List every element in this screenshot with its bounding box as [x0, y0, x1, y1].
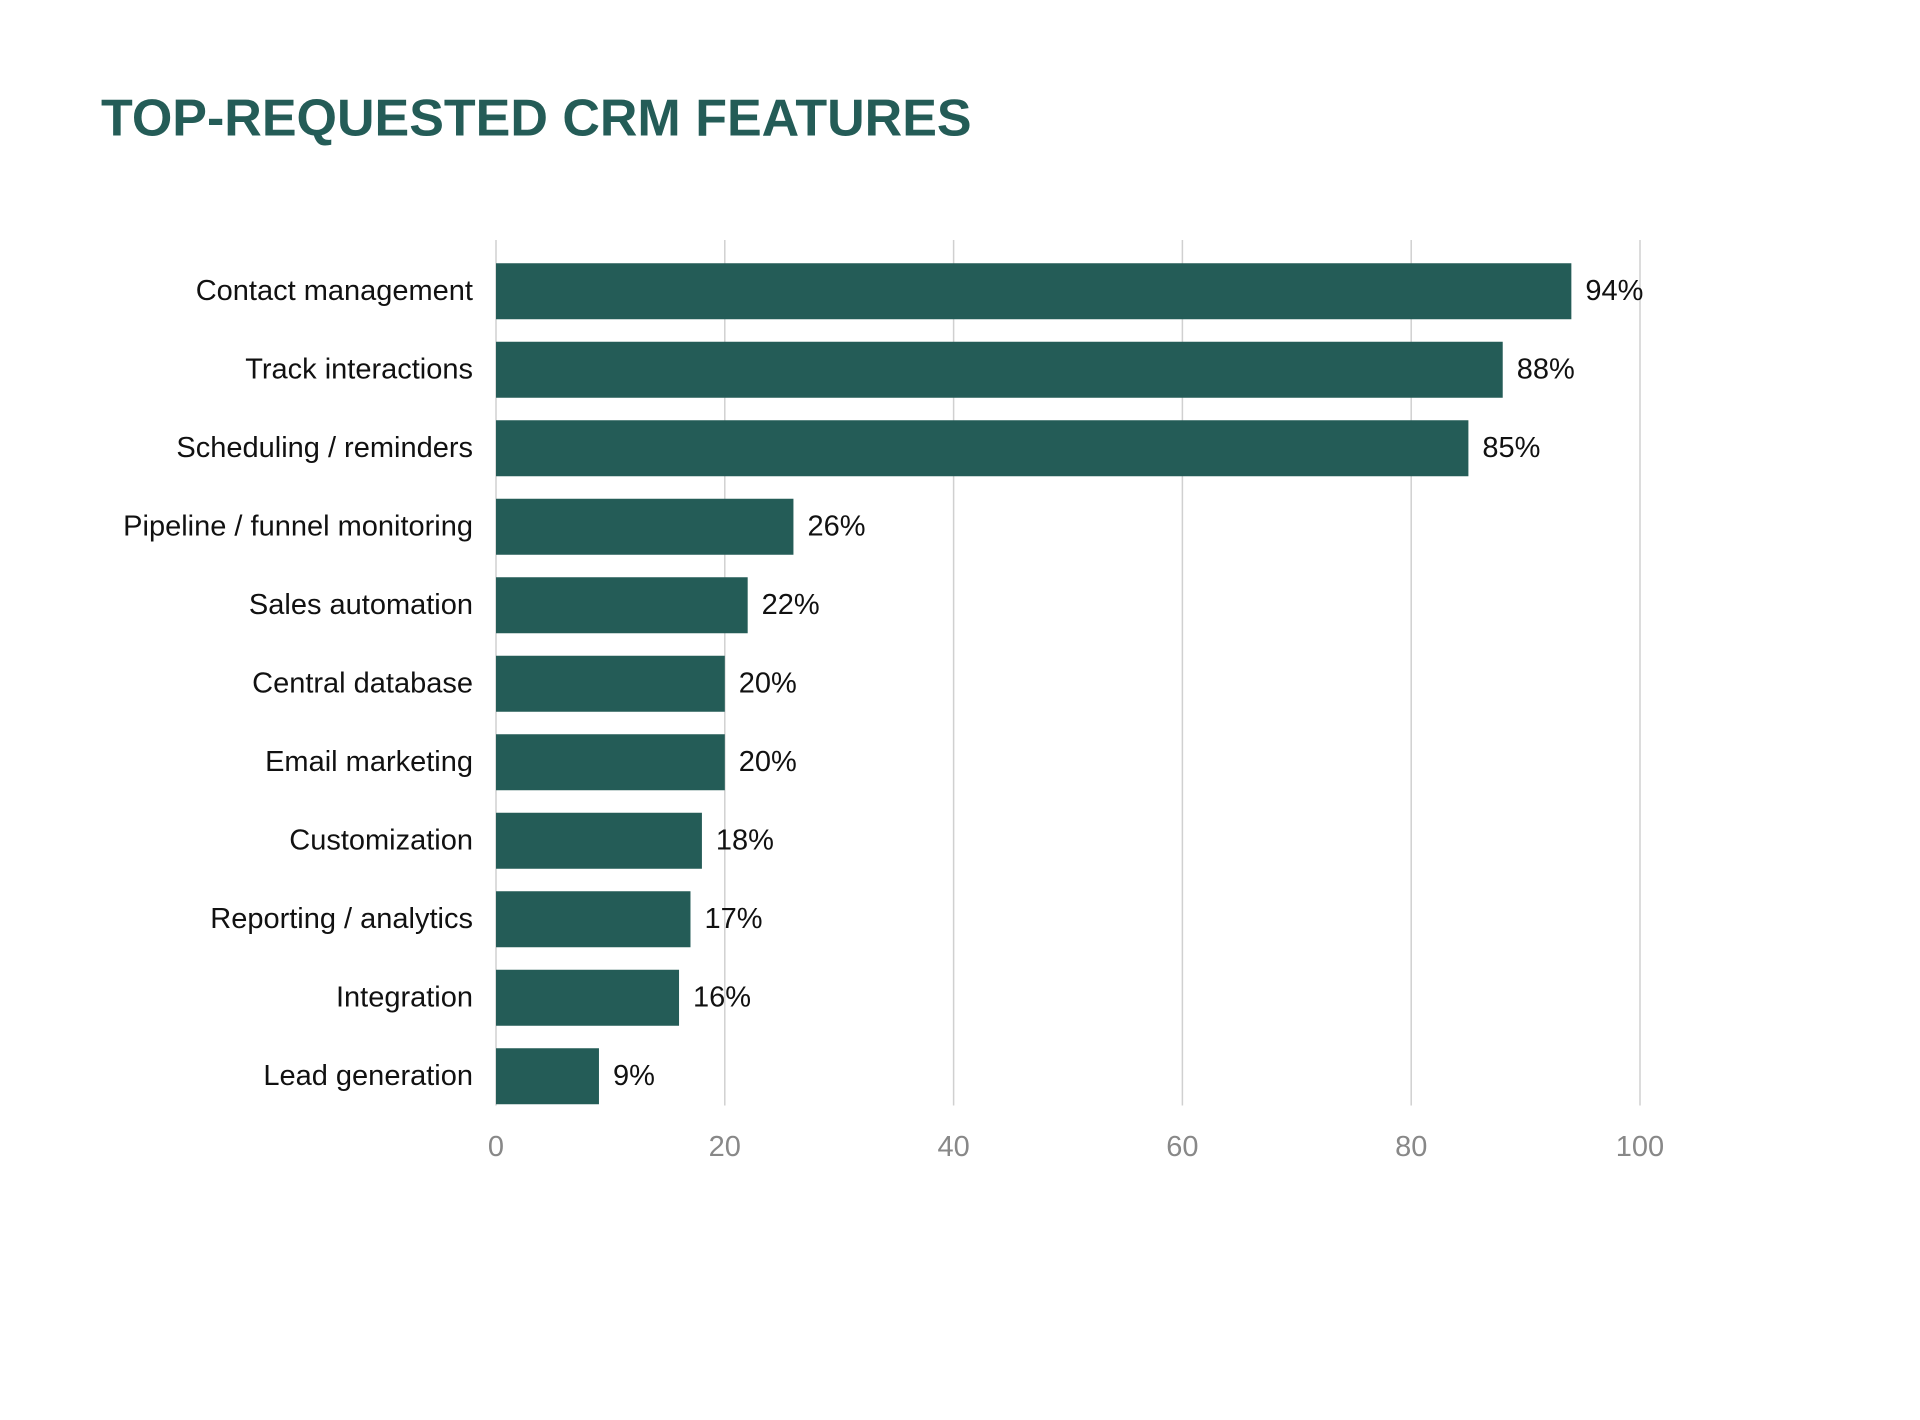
x-tick-label: 20	[709, 1131, 741, 1163]
value-label: 18%	[716, 824, 774, 856]
bar	[496, 655, 725, 712]
category-label: Customization	[289, 824, 473, 856]
bar	[496, 498, 794, 555]
x-tick-label: 0	[488, 1131, 504, 1163]
bar	[496, 812, 702, 869]
x-tick-label: 80	[1395, 1131, 1427, 1163]
bar	[496, 969, 680, 1026]
value-label: 20%	[739, 746, 797, 778]
bar	[496, 420, 1469, 477]
x-tick-label: 100	[1616, 1131, 1664, 1163]
chart-title: TOP-REQUESTED CRM FEATURES	[101, 90, 972, 148]
bar	[496, 734, 725, 791]
value-label: 9%	[613, 1060, 655, 1092]
category-label: Central database	[252, 667, 473, 699]
category-label: Scheduling / reminders	[176, 432, 473, 464]
category-label: Sales automation	[249, 589, 473, 621]
category-label: Track interactions	[245, 353, 473, 385]
value-label: 17%	[704, 903, 762, 935]
value-label: 94%	[1585, 275, 1643, 307]
category-label: Reporting / analytics	[210, 903, 473, 935]
category-label: Email marketing	[265, 746, 473, 778]
category-label: Contact management	[196, 275, 473, 307]
bar	[496, 891, 691, 948]
value-label: 85%	[1482, 432, 1540, 464]
value-label: 22%	[762, 589, 820, 621]
category-label: Lead generation	[263, 1060, 473, 1092]
category-label: Integration	[336, 981, 473, 1013]
x-tick-label: 60	[1166, 1131, 1198, 1163]
category-label: Pipeline / funnel monitoring	[123, 510, 473, 542]
bar	[496, 1048, 599, 1105]
value-label: 20%	[739, 667, 797, 699]
value-label: 16%	[693, 981, 751, 1013]
value-label: 26%	[807, 510, 865, 542]
x-tick-label: 40	[937, 1131, 969, 1163]
bar	[496, 263, 1572, 320]
bar	[496, 577, 748, 634]
bar	[496, 341, 1503, 398]
value-label: 88%	[1517, 353, 1575, 385]
